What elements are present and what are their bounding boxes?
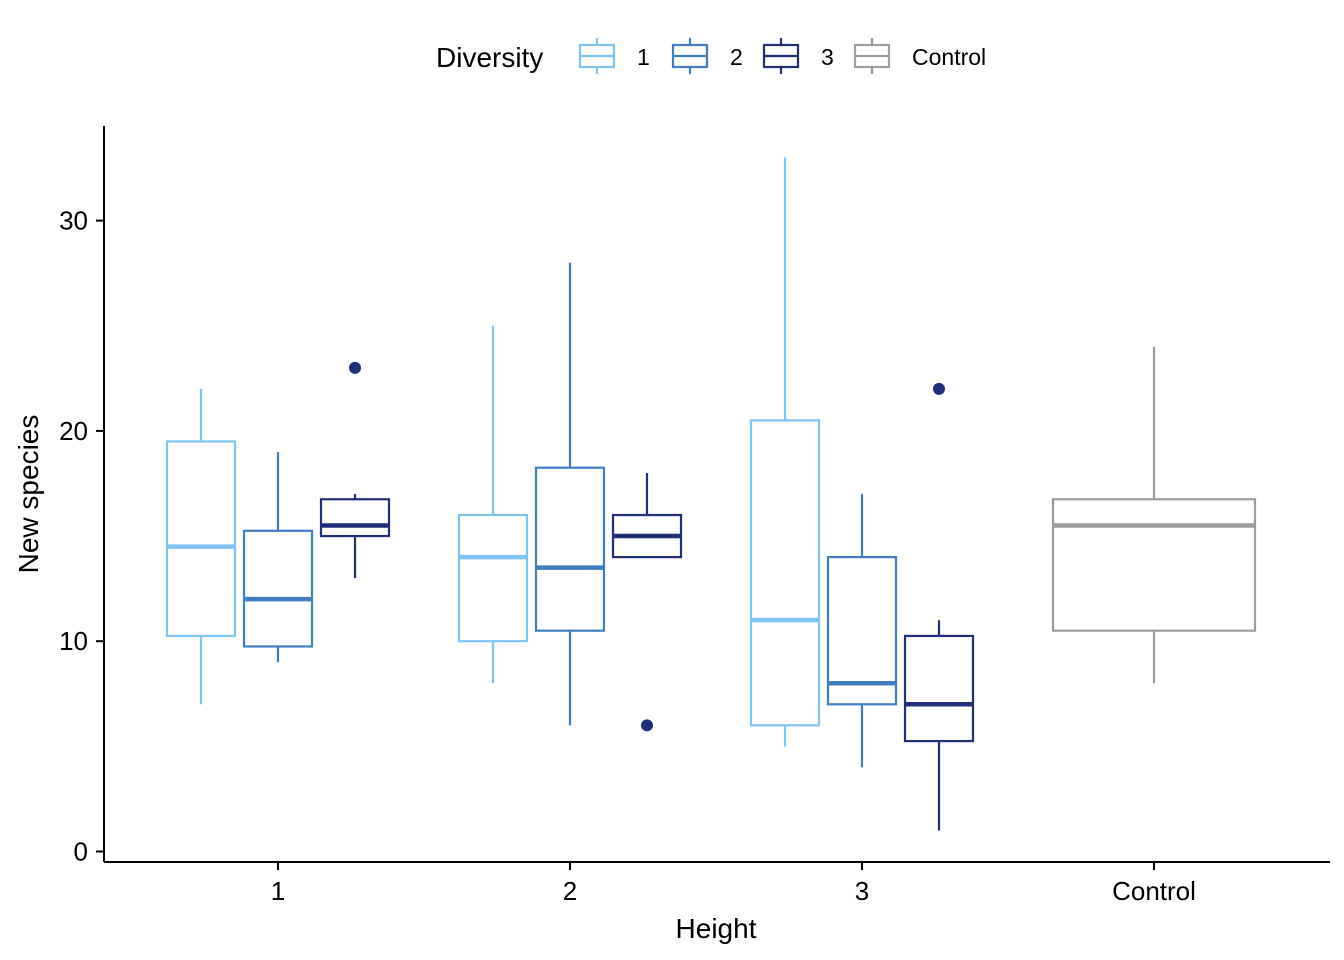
- box-iqr: [242, 529, 314, 648]
- box-iqr: [749, 419, 821, 727]
- y-tick-label: 0: [74, 836, 88, 866]
- x-tick-label: 3: [855, 876, 869, 906]
- y-tick-label: 20: [59, 416, 88, 446]
- legend-label: 1: [637, 44, 650, 70]
- x-ticks: 1 2 3 Control: [271, 862, 1196, 906]
- outlier-point: [349, 361, 361, 374]
- y-tick-label: 30: [59, 206, 88, 236]
- legend-item-1: 1: [578, 38, 650, 74]
- box-1-3: [319, 361, 391, 579]
- plot-area: [165, 157, 1257, 831]
- y-ticks: 0 10 20 30: [59, 206, 104, 866]
- x-axis-title: Height: [676, 913, 757, 944]
- box-iqr: [903, 634, 975, 743]
- box-series: [165, 157, 1257, 831]
- legend-item-control: Control: [853, 38, 986, 74]
- box-iqr: [319, 498, 391, 538]
- y-axis-title: New species: [13, 415, 44, 574]
- box-iqr: [457, 513, 529, 643]
- box-iqr: [534, 466, 606, 632]
- y-tick-label: 10: [59, 626, 88, 656]
- outlier-point: [641, 719, 653, 732]
- box-1-2: [242, 451, 314, 663]
- legend-label: Control: [912, 44, 986, 70]
- axes: 0 10 20 30 1 2 3 Control Height New species: [13, 126, 1330, 944]
- box-2-3: [611, 472, 683, 732]
- legend: Diversity 1 2 3 Control: [436, 38, 986, 74]
- legend-items: 1 2 3 Control: [578, 38, 986, 74]
- legend-title: Diversity: [436, 42, 543, 73]
- box-2-2: [534, 262, 606, 726]
- box-iqr: [826, 555, 898, 706]
- legend-label: 2: [730, 44, 743, 70]
- legend-item-2: 2: [671, 38, 743, 74]
- x-tick-label: Control: [1112, 876, 1196, 906]
- box-3-3: [903, 382, 975, 831]
- box-iqr: [1051, 498, 1257, 632]
- box-3-2: [826, 494, 898, 768]
- box-1-1: [165, 388, 237, 705]
- box-iqr: [165, 440, 237, 638]
- box-Control-Control: [1051, 346, 1257, 684]
- box-3-1: [749, 157, 821, 747]
- outlier-point: [933, 382, 945, 395]
- legend-item-3: 3: [762, 38, 834, 74]
- x-tick-label: 2: [563, 876, 577, 906]
- x-tick-label: 1: [271, 876, 285, 906]
- legend-label: 3: [821, 44, 834, 70]
- box-2-1: [457, 325, 529, 684]
